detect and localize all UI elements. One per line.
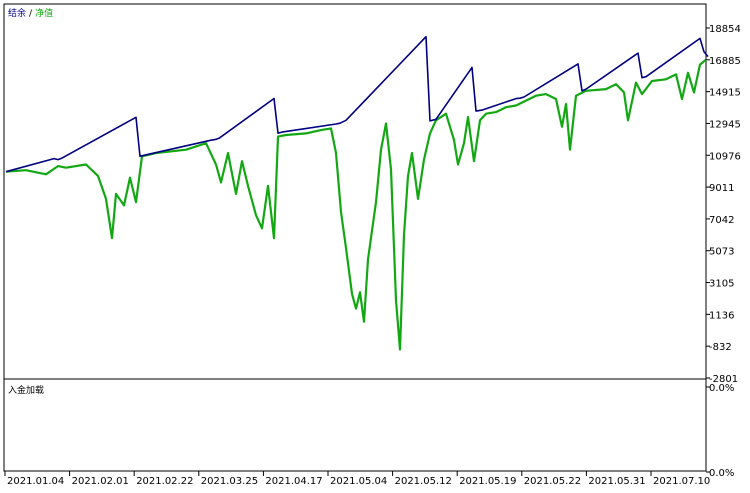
legend-equity: 净值 — [35, 9, 54, 19]
sub-y-tick-label: 0.0% — [709, 468, 734, 479]
sub-y-tick-label: 0.0% — [709, 383, 734, 394]
x-tick-label: 2021.05.12 — [395, 476, 452, 487]
x-tick-label: 2021.05.19 — [459, 476, 516, 487]
y-tick-label: 7042 — [709, 215, 734, 226]
y-tick-label: 1136 — [709, 310, 734, 321]
y-tick-label: 3105 — [709, 279, 734, 290]
sub-y-axis: 0.0% 0.0% — [706, 383, 734, 479]
x-tick-label: 2021.05.22 — [524, 476, 581, 487]
x-axis: 2021.01.04 2021.02.01 2021.02.22 2021.03.25… — [4, 471, 710, 487]
x-tick-label: 2021.03.25 — [201, 476, 258, 487]
equity-line — [5, 58, 707, 351]
y-tick-label: 16885 — [709, 56, 741, 67]
y-tick-label: 5073 — [709, 247, 734, 258]
main-plot-frame — [3, 3, 707, 380]
y-tick-label: 12945 — [709, 119, 741, 130]
y-tick-label: 18854 — [709, 24, 741, 35]
sub-plot-frame — [3, 378, 707, 472]
y-tick-label: -2801 — [709, 374, 738, 385]
series-layer — [5, 35, 709, 351]
main-y-axis: 18854 16885 14915 12945 10976 9011 7042 5073 310… — [706, 24, 741, 385]
legend-balance: 结余 — [8, 9, 27, 19]
x-tick-label: 2021.02.01 — [72, 476, 129, 487]
y-tick-label: -832 — [709, 342, 732, 353]
x-tick-label: 2021.02.22 — [136, 476, 193, 487]
legend-separator: / — [29, 9, 33, 19]
y-tick-label: 14915 — [709, 88, 741, 99]
y-tick-label: 9011 — [709, 183, 734, 194]
balance-line — [5, 35, 709, 173]
x-tick-label: 2021.05.04 — [330, 476, 387, 487]
x-tick-label: 2021.07.10 — [653, 476, 710, 487]
x-tick-label: 2021.05.31 — [588, 476, 645, 487]
x-tick-label: 2021.01.04 — [7, 476, 64, 487]
sub-chart-title: 入金加载 — [8, 386, 45, 396]
x-tick-label: 2021.04.17 — [265, 476, 322, 487]
legend: 结余 / 净值 — [8, 6, 56, 19]
y-tick-label: 10976 — [709, 151, 741, 162]
